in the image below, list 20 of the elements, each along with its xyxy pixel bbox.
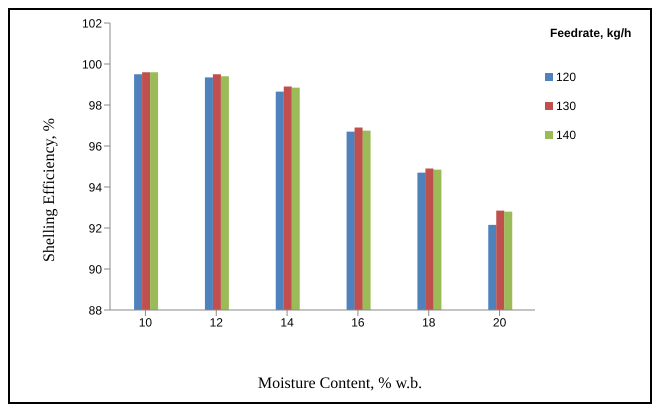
y-tick-label: 100 bbox=[82, 57, 102, 72]
y-tick-label: 88 bbox=[88, 303, 102, 318]
x-tick-label: 20 bbox=[492, 316, 507, 330]
x-tick-label: 16 bbox=[351, 316, 365, 330]
x-axis-title: Moisture Content, % w.b. bbox=[258, 375, 422, 393]
y-tick-label: 90 bbox=[88, 262, 102, 276]
y-axis-title: Shelling Efficiency, % bbox=[41, 118, 59, 262]
legend-title: Feedrate, kg/h bbox=[550, 26, 632, 40]
legend-label: 140 bbox=[556, 128, 576, 142]
x-tick-label: 14 bbox=[280, 316, 294, 330]
x-tick-label: 18 bbox=[422, 316, 436, 330]
y-tick-label: 102 bbox=[82, 16, 102, 30]
x-tick-label: 12 bbox=[210, 316, 224, 330]
y-tick-label: 96 bbox=[88, 139, 102, 154]
legend-label: 120 bbox=[556, 70, 576, 84]
y-tick-label: 98 bbox=[88, 98, 102, 112]
y-tick-label: 94 bbox=[88, 180, 102, 194]
x-tick-label: 10 bbox=[138, 316, 152, 330]
y-tick-label: 92 bbox=[88, 221, 102, 236]
legend-label: 130 bbox=[556, 98, 576, 112]
